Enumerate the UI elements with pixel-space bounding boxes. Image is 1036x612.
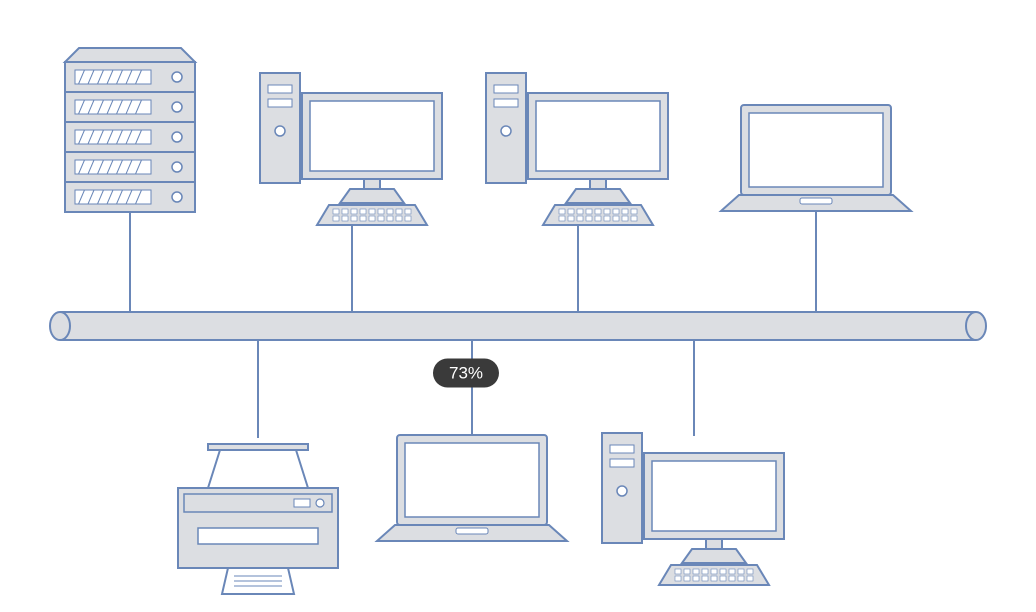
network-diagram	[0, 0, 1036, 612]
laptop-icon	[721, 105, 911, 211]
zoom-badge: 73%	[433, 359, 499, 388]
desktop-icon	[486, 73, 668, 225]
printer-icon	[178, 444, 338, 594]
desktop-icon	[602, 433, 784, 585]
desktop-icon	[260, 73, 442, 225]
network-bus	[50, 312, 986, 340]
laptop-icon	[377, 435, 567, 541]
server-icon	[65, 48, 195, 212]
zoom-badge-label: 73%	[449, 364, 483, 383]
